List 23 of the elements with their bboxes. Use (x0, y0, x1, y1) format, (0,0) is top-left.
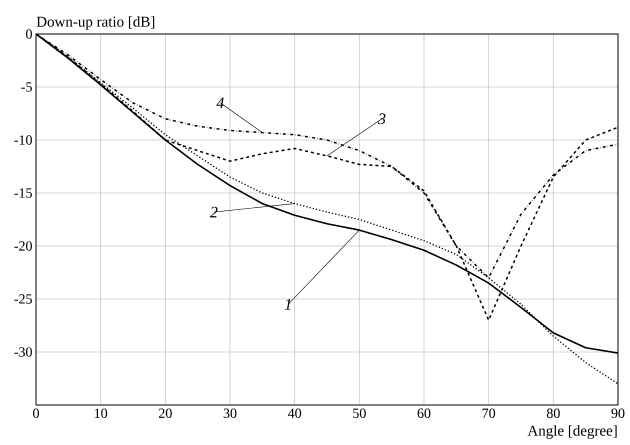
x-tick-label: 60 (418, 408, 430, 418)
y-tick-label: -10 (14, 135, 32, 145)
y-tick-label: -5 (21, 82, 32, 92)
annotation: 1 (284, 299, 290, 310)
annotation: 3 (378, 113, 386, 124)
x-axis-title: Angle [degree] (528, 425, 617, 439)
x-tick-label: 90 (611, 408, 624, 418)
annotation: 4 (216, 98, 224, 108)
y-axis-title: Down-up ratio [dB] (36, 16, 154, 30)
x-tick-label: 70 (482, 408, 496, 418)
x-tick-label: 80 (546, 408, 560, 418)
y-tick-label: -30 (14, 347, 32, 357)
y-tick-label: -15 (14, 188, 32, 198)
y-tick-label: -20 (14, 241, 32, 251)
y-tick-label: -25 (14, 294, 32, 304)
x-tick-label: 40 (288, 408, 302, 418)
x-tick-label: 0 (33, 408, 39, 418)
y-tick-label: 0 (26, 29, 32, 39)
annotation: 2 (210, 206, 218, 218)
x-tick-label: 20 (158, 408, 172, 418)
x-tick-label: 30 (224, 408, 236, 418)
x-tick-label: 10 (94, 408, 108, 418)
x-tick-label: 50 (353, 408, 366, 418)
